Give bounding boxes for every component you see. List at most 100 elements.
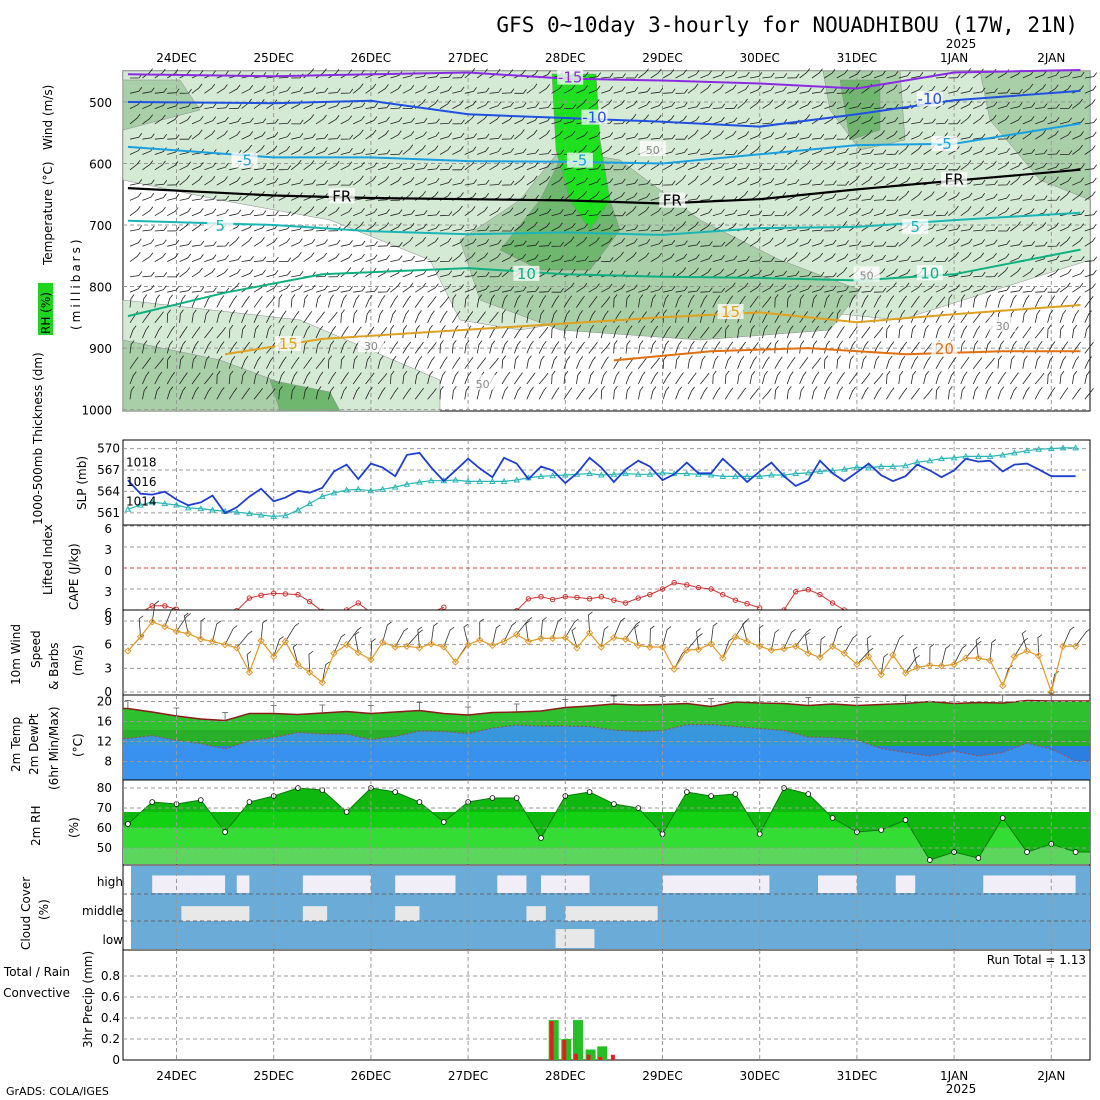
wind-barb bbox=[576, 85, 588, 94]
wind-barb bbox=[563, 387, 573, 400]
precip-tick-label: 0.8 bbox=[101, 969, 120, 983]
wind-barb bbox=[501, 207, 514, 217]
wind-barb bbox=[848, 372, 858, 385]
wind10-barb bbox=[742, 620, 748, 642]
wind10-marker bbox=[816, 653, 824, 661]
wind-barb bbox=[563, 324, 569, 339]
wind-barb bbox=[142, 238, 155, 247]
wind-barb bbox=[972, 340, 979, 354]
wind-barb bbox=[576, 223, 589, 232]
wind-barb bbox=[452, 146, 464, 155]
wind-barb bbox=[985, 114, 997, 125]
top-date-label: 25DEC bbox=[253, 51, 293, 65]
lifted-index-marker bbox=[684, 582, 690, 588]
wind-barb bbox=[142, 192, 155, 201]
wind-barb bbox=[526, 326, 536, 339]
rh2m-marker bbox=[926, 857, 933, 863]
wind-barb bbox=[613, 99, 625, 109]
slp-tick-label: 1018 bbox=[126, 456, 157, 470]
wind-barb bbox=[1072, 131, 1084, 140]
cape-tick-label: 0 bbox=[104, 564, 112, 578]
wind-barb bbox=[650, 325, 659, 339]
lifted-index-marker bbox=[562, 594, 568, 600]
wind-barb bbox=[836, 148, 849, 155]
wind-barb bbox=[786, 340, 792, 354]
wind-barb bbox=[228, 370, 234, 385]
wind-barb bbox=[1010, 148, 1023, 155]
wind-barb bbox=[353, 240, 366, 247]
wind-barb bbox=[291, 146, 303, 155]
cloud-bar-middle bbox=[526, 906, 546, 921]
wind-barb bbox=[737, 71, 750, 79]
wind-barb bbox=[501, 386, 509, 400]
wind-barb bbox=[787, 86, 800, 94]
wind-barb bbox=[811, 193, 824, 201]
wind-barb bbox=[489, 311, 499, 324]
wind-barb bbox=[824, 253, 836, 262]
wind-barb bbox=[377, 130, 389, 140]
wind-barb bbox=[241, 255, 254, 262]
wind-barb bbox=[427, 223, 440, 232]
wind-barb bbox=[315, 252, 328, 262]
wind-barb bbox=[997, 193, 1011, 201]
wind-barb bbox=[439, 145, 452, 155]
wind-barb bbox=[873, 341, 882, 354]
wind-barb bbox=[452, 224, 465, 232]
wind-barb bbox=[737, 190, 749, 201]
wind-barb bbox=[290, 251, 302, 262]
thickness-marker bbox=[464, 477, 472, 484]
wind-barb bbox=[154, 134, 168, 140]
lifted-index-marker bbox=[732, 597, 739, 603]
pressure-tick-label: 500 bbox=[89, 96, 112, 110]
wind10-marker bbox=[561, 633, 570, 642]
thickness-marker bbox=[877, 462, 885, 469]
contour-label: -15 bbox=[558, 69, 583, 87]
wind-barb bbox=[737, 98, 748, 109]
wind10-tick-label: 6 bbox=[104, 638, 112, 652]
wind-barb bbox=[290, 356, 300, 369]
wind-barb bbox=[241, 310, 249, 323]
wind-barb bbox=[303, 87, 316, 94]
precip-tick-label: 0.4 bbox=[101, 1011, 120, 1025]
thickness-marker bbox=[379, 485, 386, 492]
wind-barb bbox=[1084, 342, 1094, 354]
wind-barb bbox=[935, 371, 942, 385]
wind-barb bbox=[601, 237, 613, 247]
wind-barb bbox=[650, 294, 657, 308]
wind-barb bbox=[340, 88, 354, 94]
wind-barb bbox=[873, 208, 886, 217]
wind-barb bbox=[749, 72, 763, 79]
wind-barb bbox=[849, 102, 862, 109]
cloud-bar-middle bbox=[565, 906, 658, 921]
top-date-axis: 24DEC 25DEC 26DEC 27DEC 28DEC 29DEC 30DEC 31DEC… bbox=[156, 51, 1065, 65]
wind-barb bbox=[414, 341, 424, 354]
temp-tick-label: 20 bbox=[97, 695, 112, 709]
wind-barb bbox=[985, 340, 992, 354]
wind-barb bbox=[538, 309, 545, 323]
wind-barb bbox=[1047, 268, 1059, 278]
wind-barb bbox=[762, 132, 775, 140]
wind-barb bbox=[724, 324, 730, 339]
wind10-marker bbox=[391, 643, 399, 651]
contour-label-bg bbox=[231, 152, 258, 168]
wind10-barb bbox=[856, 647, 874, 665]
wind-barb bbox=[1059, 163, 1073, 171]
wind-barb bbox=[973, 179, 986, 186]
wind-barb bbox=[985, 193, 998, 201]
wind10-marker bbox=[889, 651, 897, 659]
wind-barb bbox=[1084, 356, 1092, 369]
wind-barb bbox=[489, 160, 501, 171]
wind-barb bbox=[142, 179, 155, 186]
wind-barb bbox=[774, 178, 787, 186]
wind-barb bbox=[1059, 71, 1073, 79]
wind-barb bbox=[923, 191, 935, 201]
wind-barb bbox=[514, 129, 525, 140]
rh2m-marker bbox=[902, 817, 909, 823]
wind-barb bbox=[638, 225, 651, 232]
wind-barb bbox=[762, 371, 768, 385]
wind-barb bbox=[712, 295, 721, 308]
wind-barb bbox=[700, 149, 713, 155]
thickness-marker bbox=[743, 472, 751, 479]
wind-barb bbox=[278, 257, 292, 262]
